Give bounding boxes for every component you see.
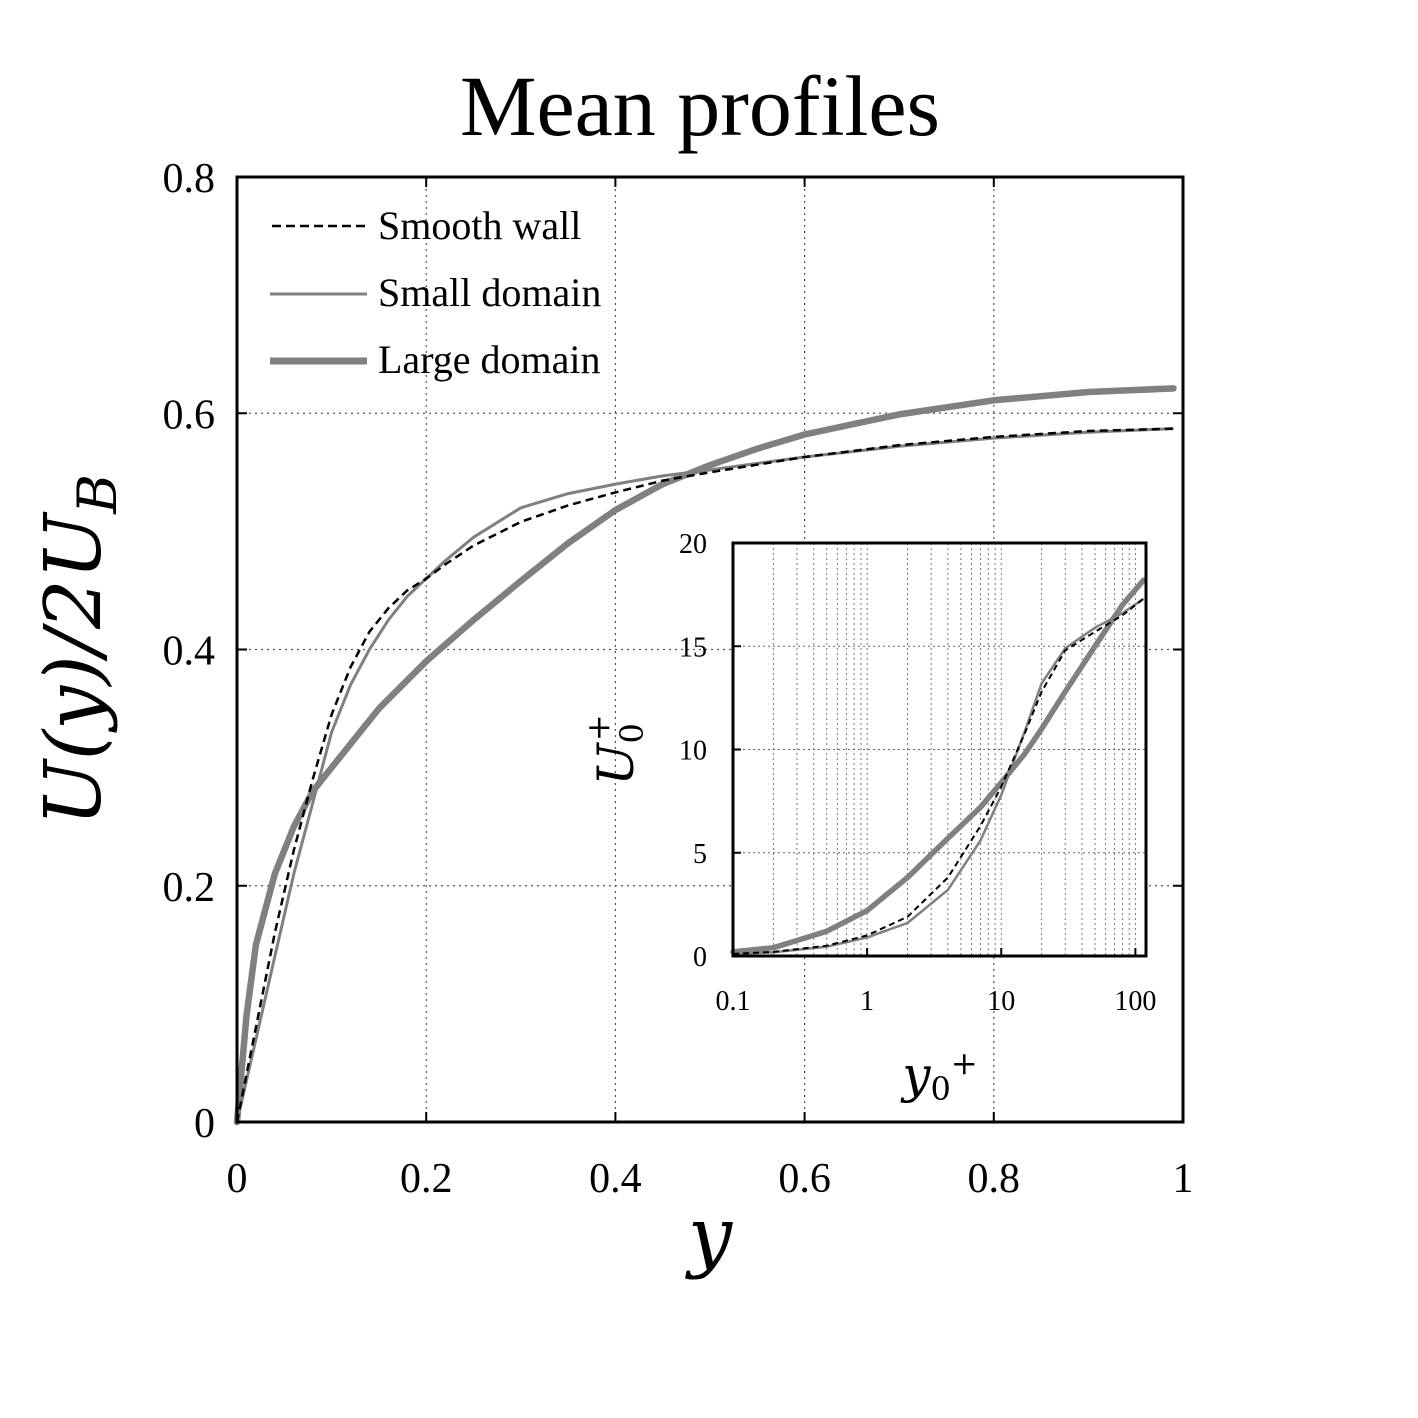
main-y-tick-label: 0.4: [163, 629, 216, 675]
main-x-tick-label: 0.6: [778, 1156, 831, 1202]
main-grid: [237, 177, 1183, 1122]
main-series-large-domain: [233, 385, 1177, 1126]
inset-series-smooth-wall: [732, 598, 1145, 955]
main-series-small-domain: [235, 427, 1174, 1123]
inset-x-axis-label: y0+: [900, 1044, 977, 1108]
inset-x-label-sub: 0: [931, 1070, 951, 1108]
svg-text:U0+: U0+: [579, 714, 651, 785]
inset-y-tick-label: 0: [693, 942, 707, 973]
svg-text:U(y)/2UB: U(y)/2UB: [29, 474, 129, 826]
chart-title: Mean profiles: [460, 58, 940, 154]
main-x-tick-label: 0.2: [400, 1156, 453, 1202]
inset-series-large-domain: [730, 577, 1147, 955]
inset-y-axis-label: U0+: [579, 714, 651, 785]
main-chart: Mean profiles 0 0.2 0.4 0.6 0.8 100.20.40.60.…: [29, 58, 1194, 1281]
main-x-tick-label: 0.4: [589, 1156, 642, 1202]
main-y-tick-label: 0.2: [163, 865, 216, 911]
inset-x-tick-label: 10: [987, 986, 1015, 1017]
main-y-tick-label: 0: [194, 1101, 215, 1147]
legend-label-smooth-wall: Smooth wall: [378, 203, 581, 248]
inset-y-tick-label: 15: [679, 632, 707, 663]
inset-ticks: 0.1 1 10 100 0 5 10 15 20: [679, 529, 1156, 1017]
main-x-tick-label: 0.8: [968, 1156, 1021, 1202]
inset-y-tick-label: 20: [679, 529, 707, 560]
inset-series-small-domain: [732, 597, 1145, 956]
inset-x-label-text: y: [900, 1046, 931, 1104]
inset-x-label-sup: +: [951, 1044, 978, 1082]
main-y-label-sub: B: [66, 474, 129, 515]
inset-y-label-text: U: [587, 742, 645, 786]
inset-series-group: [730, 577, 1147, 956]
inset-x-tick-label: 0.1: [716, 986, 751, 1017]
inset-y-label-sup: +: [579, 714, 617, 741]
inset-x-tick-label: 100: [1114, 986, 1156, 1017]
main-x-axis-label: y: [685, 1191, 733, 1281]
main-y-tick-label: 0.6: [163, 392, 216, 438]
main-ticks: 0 0.2 0.4 0.6 0.8 100.20.40.60.8: [163, 156, 1194, 1202]
legend: Smooth wall Small domain Large domain: [270, 203, 601, 382]
legend-label-large-domain: Large domain: [378, 337, 601, 382]
main-series-group: [233, 385, 1177, 1126]
main-y-tick-label: 0.8: [163, 156, 216, 202]
legend-label-small-domain: Small domain: [378, 270, 601, 315]
main-series-smooth-wall: [235, 427, 1174, 1123]
main-x-tick-label: 0: [227, 1156, 248, 1202]
main-x-tick-label: 1: [1173, 1156, 1194, 1202]
inset-y-tick-label: 5: [693, 839, 707, 870]
inset-y-label-sub: 0: [613, 723, 651, 743]
main-y-axis-label: U(y)/2UB: [29, 474, 129, 826]
inset-y-tick-label: 10: [679, 736, 707, 767]
main-y-label-text: U(y)/2U: [29, 511, 119, 826]
inset-x-tick-label: 1: [860, 986, 874, 1017]
inset-grid: [733, 543, 1146, 956]
